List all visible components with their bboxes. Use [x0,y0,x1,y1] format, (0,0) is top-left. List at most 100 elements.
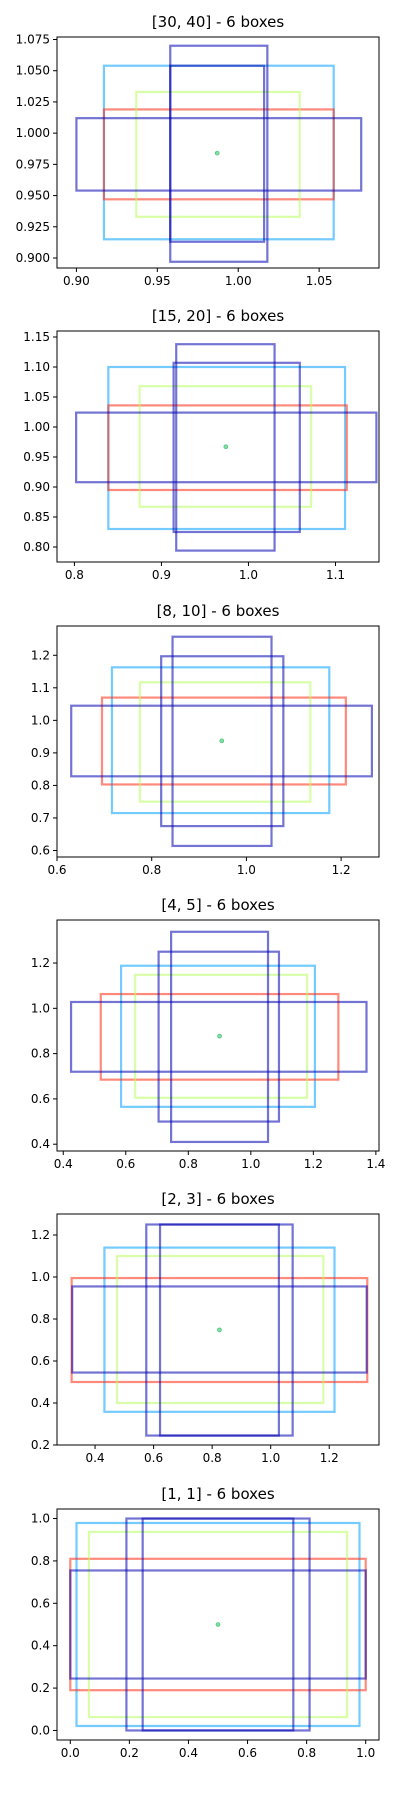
box-outline [172,361,301,534]
box-outline [170,930,270,1144]
y-tick-label: 0.900 [16,251,50,265]
x-tick-label: 1.0 [261,1451,280,1465]
box-outline [71,1285,368,1374]
y-tick-label: 0.4 [31,1396,50,1410]
x-tick-label: 0.4 [179,1746,198,1760]
center-point [217,1327,222,1333]
box-outline [115,1254,325,1405]
y-tick-label: 0.8 [31,778,50,792]
y-tick-label: 0.8 [31,1047,50,1061]
box-outline [119,964,317,1108]
y-tick-label: 1.15 [23,330,50,344]
plot-area [69,930,368,1144]
y-tick-label: 1.050 [16,64,50,78]
y-tick-label: 0.0 [31,1723,50,1737]
y-tick-label: 0.8 [31,1312,50,1326]
y-tick-label: 1.075 [16,32,50,46]
y-tick-label: 0.4 [31,1639,50,1653]
y-tick-label: 0.7 [31,811,50,825]
axes-frame [56,1508,380,1741]
x-tick-label: 0.6 [47,863,66,877]
x-tick-label: 0.8 [65,568,84,582]
x-tick-label: 1.0 [239,568,258,582]
chart-panel: [4, 5] - 6 boxes 0.4 0.6 0.8 1.0 1.2 1.4 0.4 0.6… [31,896,386,1171]
box-outline [107,404,348,492]
y-tick-label: 0.4 [31,1137,50,1151]
x-tick-label: 1.0 [237,863,256,877]
y-tick-label: 1.1 [31,681,50,695]
box-outline [141,1517,295,1732]
chart-panel: [8, 10] - 6 boxes 0.6 0.8 1.0 1.2 0.6 0.7 0.8 0.… [31,602,380,877]
chart-title: [1, 1] - 6 boxes [161,1485,274,1503]
x-tick-label: 0.8 [179,1157,198,1171]
chart-panel: [30, 40] - 6 boxes 0.90 0.95 1.00 1.05 0.900 0… [16,13,380,288]
x-tick-label: 0.2 [120,1746,139,1760]
y-tick-label: 1.2 [31,1228,50,1242]
y-tick-label: 0.6 [31,843,50,857]
y-tick-label: 0.85 [23,510,50,524]
x-tick-label: 0.8 [203,1451,222,1465]
x-tick-label: 1.2 [304,1157,323,1171]
x-tick-label: 1.05 [306,274,333,288]
x-tick-label: 0.0 [61,1746,80,1760]
center-point [214,150,220,156]
x-tick-label: 0.90 [63,274,90,288]
y-tick-label: 0.950 [16,189,50,203]
center-point [215,1622,221,1627]
y-tick-label: 0.2 [31,1681,50,1695]
plot-area [69,1517,367,1732]
y-tick-label: 0.925 [16,220,50,234]
x-tick-label: 1.0 [241,1157,260,1171]
plot-area [70,1223,369,1437]
box-outline [110,666,331,815]
y-tick-label: 0.8 [31,1554,50,1568]
box-outline [69,1000,368,1073]
box-outline [138,681,312,803]
y-tick-label: 0.95 [23,450,50,464]
y-tick-label: 0.975 [16,157,50,171]
x-tick-label: 0.95 [144,274,171,288]
y-tick-label: 1.00 [23,420,50,434]
box-outline [157,950,281,1123]
x-tick-label: 1.2 [320,1451,339,1465]
y-tick-label: 0.6 [31,1596,50,1610]
x-tick-label: 1.0 [356,1746,375,1760]
axes-frame [56,625,380,858]
chart-title: [15, 20] - 6 boxes [152,307,285,325]
box-outline [103,1246,336,1413]
x-tick-label: 0.4 [86,1451,105,1465]
x-tick-label: 0.4 [54,1157,73,1171]
chart-panel: [1, 1] - 6 boxes 0.0 0.2 0.4 0.6 0.8 1.0 0.0 0.2… [31,1485,380,1760]
axes-frame [56,1213,380,1446]
x-tick-label: 0.6 [144,1451,163,1465]
box-outline [100,696,347,786]
y-tick-label: 1.10 [23,360,50,374]
box-outline [169,64,266,243]
chart-panel: [2, 3] - 6 boxes 0.4 0.6 0.8 1.0 1.2 0.2 0.4 0.6… [31,1190,380,1465]
x-tick-label: 1.4 [366,1157,385,1171]
chart-title: [30, 40] - 6 boxes [152,13,285,31]
box-outline [158,1223,280,1437]
box-outline [75,1521,361,1728]
y-tick-label: 0.2 [31,1438,50,1452]
chart-title: [2, 3] - 6 boxes [161,1190,274,1208]
y-tick-label: 1.0 [31,713,50,727]
y-tick-label: 0.6 [31,1354,50,1368]
plot-area [70,635,373,848]
y-tick-label: 1.2 [31,956,50,970]
box-outline [135,90,301,218]
y-tick-label: 1.0 [31,1001,50,1015]
chart-panel: [15, 20] - 6 boxes 0.8 0.9 1.0 1.1 0.80 0.85 0.… [23,307,380,582]
y-tick-label: 1.2 [31,648,50,662]
y-tick-label: 0.9 [31,746,50,760]
box-outline [171,635,273,848]
y-tick-label: 1.05 [23,390,50,404]
plot-area [75,44,363,263]
x-tick-label: 0.8 [142,863,161,877]
y-tick-label: 0.80 [23,540,50,554]
x-tick-label: 1.1 [326,568,345,582]
box-outline [69,1569,367,1680]
box-outline [70,704,373,778]
x-tick-label: 0.9 [152,568,171,582]
